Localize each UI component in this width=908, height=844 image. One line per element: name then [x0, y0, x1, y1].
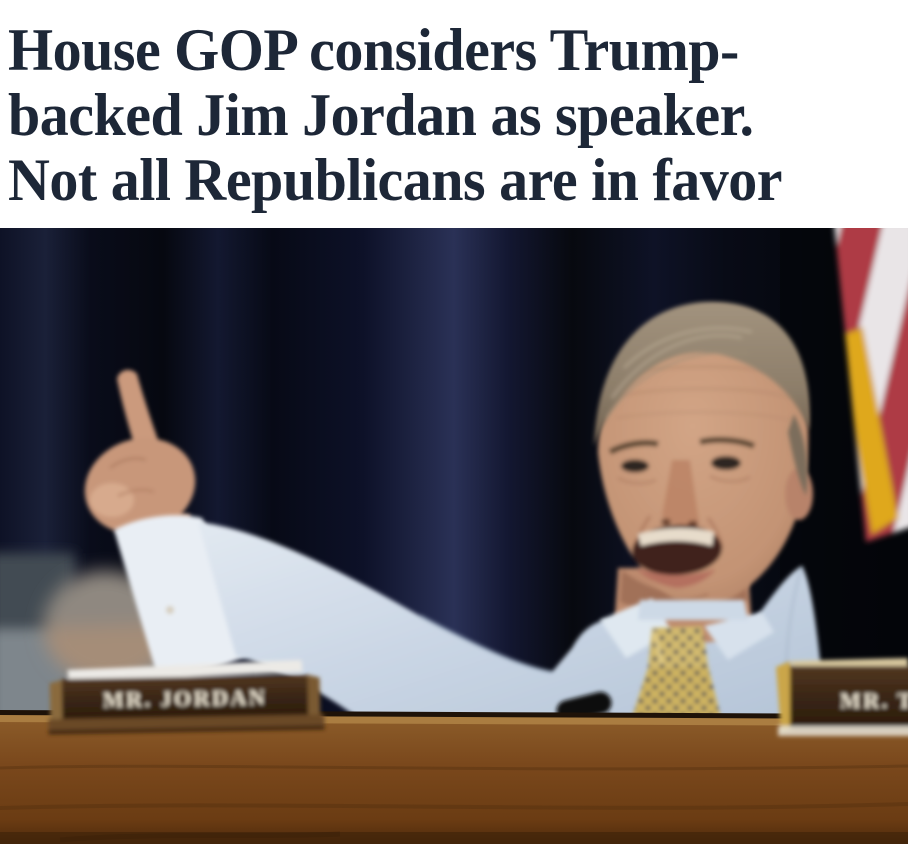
nameplate-jordan-label: MR. JORDAN [103, 684, 268, 712]
open-mouth [632, 524, 722, 588]
shirt-collar [600, 598, 774, 660]
hair [594, 301, 810, 496]
headline-line-2: backed Jim Jordan as speaker. [8, 81, 754, 149]
news-photo: MR. JORDAN MR. TU [0, 228, 908, 844]
desk [0, 710, 908, 844]
nameplate-right: MR. TU [776, 658, 908, 736]
headline: House GOP considers Trump- backed Jim Jo… [8, 16, 904, 214]
nameplate-jordan: MR. JORDAN [48, 659, 325, 735]
nameplate-right-label: MR. TU [840, 688, 908, 713]
headline-line-1: House GOP considers Trump- [8, 16, 739, 84]
shirt-cuff [114, 515, 262, 673]
headline-line-3: Not all Republicans are in favor [8, 146, 783, 214]
